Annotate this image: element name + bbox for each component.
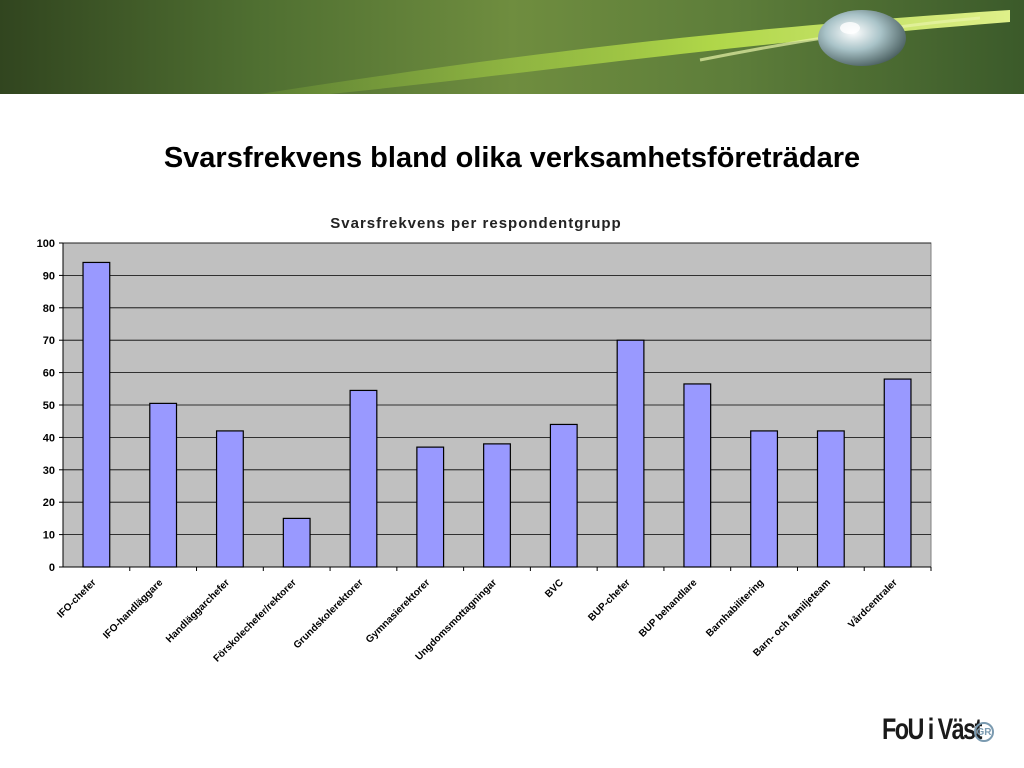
slide-title: Svarsfrekvens bland olika verksamhetsför… [163,142,861,174]
bar-12 [883,378,912,568]
y-tick-label: 10 [43,530,55,542]
gr-badge: GR [974,722,994,742]
bar-6 [483,443,511,568]
y-tick-label: 30 [43,465,55,477]
x-tick-label: BVC [543,577,566,600]
x-tick-label: Barn- och familjeteam [751,577,833,659]
header-banner [0,0,1024,94]
bar-2 [215,430,244,568]
logo-text: FoU i Väst [882,713,982,746]
y-tick-label: 90 [43,270,55,282]
y-tick-label: 100 [37,238,55,250]
x-tick-label: Grundskolerektorer [292,577,366,651]
x-tick-label: BUP-chefer [586,577,632,623]
bar-1 [149,402,178,568]
bar-7 [549,423,578,568]
bar-4 [349,389,378,568]
y-tick-label: 40 [43,432,55,444]
water-droplet [818,10,906,66]
y-tick-label: 80 [43,303,55,315]
bar-0 [82,261,111,568]
bar-10 [750,430,779,568]
chart-title: Svarsfrekvens per respondentgrupp [330,215,621,232]
y-tick-label: 0 [49,562,55,574]
bar-11 [816,430,845,568]
bar-9 [683,383,712,568]
x-tick-label: IFO-handläggare [101,577,165,641]
y-tick-label: 20 [43,497,55,509]
x-tick-label: Barnhabilitering [704,577,766,639]
x-tick-label: Handläggarchefer [164,577,232,645]
bar-8 [616,339,645,568]
x-tick-label: BUP behandlare [637,577,700,640]
x-tick-label: IFO-chefer [55,577,98,620]
bar-3 [282,517,311,568]
y-tick-label: 70 [43,335,55,347]
x-tick-label: Gymnasierektorer [364,577,432,645]
y-tick-label: 60 [43,368,55,380]
grass-droplet-image [260,10,1010,94]
fou-vast-logo: FoU i Väst GR [882,712,1009,748]
y-tick-label: 50 [43,400,55,412]
bar-5 [416,446,445,568]
x-tick-label: Vårdcentraler [846,577,900,631]
